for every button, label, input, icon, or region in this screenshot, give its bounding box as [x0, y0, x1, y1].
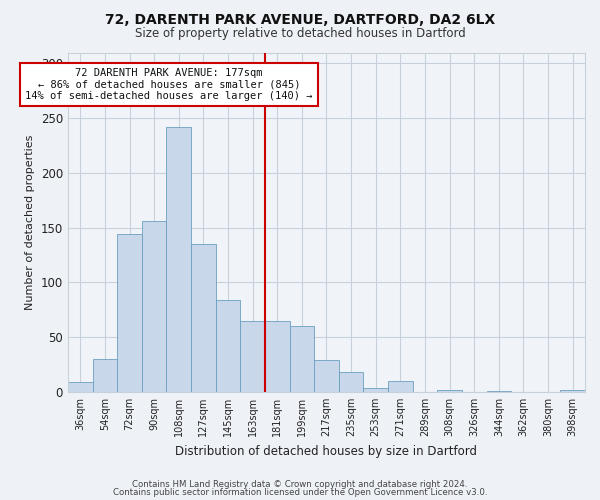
Text: 72 DARENTH PARK AVENUE: 177sqm
← 86% of detached houses are smaller (845)
14% of: 72 DARENTH PARK AVENUE: 177sqm ← 86% of …	[25, 68, 313, 101]
Text: 72, DARENTH PARK AVENUE, DARTFORD, DA2 6LX: 72, DARENTH PARK AVENUE, DARTFORD, DA2 6…	[105, 12, 495, 26]
Text: Size of property relative to detached houses in Dartford: Size of property relative to detached ho…	[134, 28, 466, 40]
Bar	[68, 382, 92, 392]
Bar	[265, 321, 290, 392]
Bar	[290, 326, 314, 392]
Bar	[117, 234, 142, 392]
Bar	[241, 321, 265, 392]
Bar	[560, 390, 585, 392]
Bar	[166, 127, 191, 392]
Bar	[364, 388, 388, 392]
Bar	[191, 244, 215, 392]
Y-axis label: Number of detached properties: Number of detached properties	[25, 134, 35, 310]
X-axis label: Distribution of detached houses by size in Dartford: Distribution of detached houses by size …	[175, 444, 478, 458]
Bar	[437, 390, 462, 392]
Bar	[487, 391, 511, 392]
Bar	[388, 381, 413, 392]
Text: Contains HM Land Registry data © Crown copyright and database right 2024.: Contains HM Land Registry data © Crown c…	[132, 480, 468, 489]
Bar	[215, 300, 241, 392]
Bar	[142, 221, 166, 392]
Text: Contains public sector information licensed under the Open Government Licence v3: Contains public sector information licen…	[113, 488, 487, 497]
Bar	[339, 372, 364, 392]
Bar	[314, 360, 339, 392]
Bar	[92, 359, 117, 392]
